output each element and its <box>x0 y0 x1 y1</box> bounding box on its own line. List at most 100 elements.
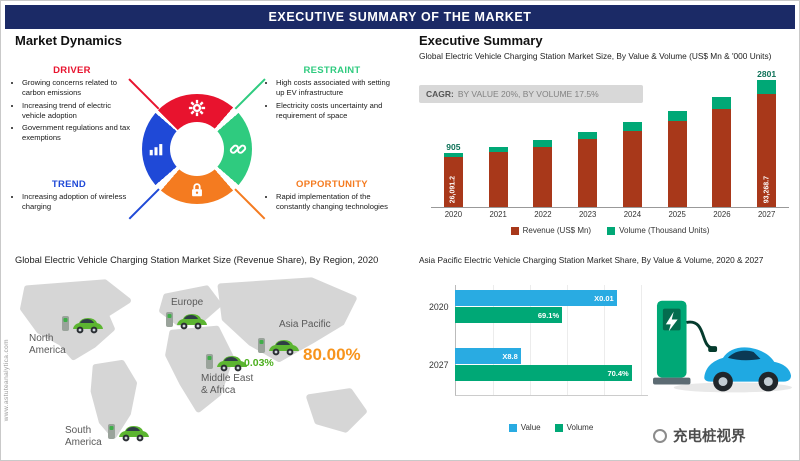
x-axis-label: 2026 <box>713 210 731 219</box>
hbar-stack: X8.8 70.4% <box>455 347 632 382</box>
volume-bar <box>533 140 553 147</box>
ev-charging-illustration <box>649 283 797 426</box>
region-label-line: North <box>29 333 54 344</box>
restraint-bullets: High costs associated with setting up EV… <box>265 78 399 120</box>
driver-connector-line <box>128 78 160 110</box>
revenue-bar: 26,091.2 <box>443 157 463 207</box>
bar-label: 70.4% <box>607 368 629 378</box>
ev-car-icon <box>107 421 151 445</box>
region-label-line: South <box>65 425 92 436</box>
revenue-bar <box>533 146 553 207</box>
watermark: 充电桩视界 <box>653 425 746 446</box>
volume-bar <box>578 132 598 140</box>
hbar-category-label: 2020 <box>429 301 449 312</box>
x-axis-label: 2020 <box>444 210 463 219</box>
volume-bar <box>757 80 777 94</box>
volume-bar: 69.1% <box>455 307 563 323</box>
cagr-callout: CAGR: BY VALUE 20%, BY VOLUME 17.5% <box>419 85 643 103</box>
driver-title: DRIVER <box>53 65 91 76</box>
x-axis-label: 2025 <box>668 210 686 219</box>
volume-bar: 70.4% <box>455 365 632 381</box>
bar-label: X8.8 <box>502 351 518 361</box>
opportunity-block: OPPORTUNITY Rapid implementation of the … <box>265 179 399 215</box>
volume-swatch <box>607 226 616 235</box>
region-label-europe: Europe <box>171 297 204 308</box>
legend-item-value: Value <box>508 423 541 432</box>
ev-car-icon <box>61 313 105 337</box>
gridline <box>530 285 531 395</box>
gridline <box>567 285 568 395</box>
bullet: Increasing trend of electric vehicle ado… <box>22 101 133 121</box>
legend-label: Value <box>520 423 541 432</box>
legend-label: Revenue (US$ Mn) <box>522 226 592 235</box>
watermark-logo-icon <box>653 428 667 443</box>
bullet: Increasing adoption of wireless charging <box>22 192 127 212</box>
ap-chart-legend: Value Volume <box>455 423 647 432</box>
region-label-south-america: South America <box>65 425 102 448</box>
bar-group-2026 <box>700 96 745 207</box>
region-label-asia-pacific: Asia Pacific <box>279 319 331 330</box>
chain-link-icon <box>229 140 247 158</box>
executive-summary-heading: Executive Summary <box>419 33 543 48</box>
revenue-bar: 93,268.7 <box>757 94 777 207</box>
bar-group-2023 <box>565 132 610 207</box>
region-label-line: America <box>29 344 66 356</box>
legend-item-revenue: Revenue (US$ Mn) <box>510 226 592 235</box>
bullet: Growing concerns related to carbon emiss… <box>22 78 133 98</box>
bullet: Government regulations and tax exemption… <box>22 123 133 143</box>
gridline <box>493 285 494 395</box>
gear-icon <box>188 99 206 117</box>
market-dynamics-heading: Market Dynamics <box>15 33 122 48</box>
revenue-bar <box>488 152 508 207</box>
volume-bar <box>488 147 508 153</box>
volume-value-label: 2801 <box>757 69 777 79</box>
cagr-text: BY VALUE 20%, BY VOLUME 17.5% <box>457 89 599 99</box>
hbar-category-label: 2027 <box>429 359 449 370</box>
region-label-line: & Africa <box>201 384 236 396</box>
revenue-bar <box>622 130 642 207</box>
mea-share: 0.03% <box>244 357 274 369</box>
ev-chart-xlabels: 2020 2021 2022 2023 2024 2025 2026 2027 <box>431 210 789 219</box>
ev-chart-legend: Revenue (US$ Mn) Volume (Thousand Units) <box>431 226 789 235</box>
x-axis-label: 2024 <box>623 210 642 219</box>
ap-chart-title: Asia Pacific Electric Vehicle Charging S… <box>419 255 764 265</box>
bullet: High costs associated with setting up EV… <box>276 78 399 98</box>
trend-block: TREND Increasing adoption of wireless ch… <box>11 179 127 215</box>
volume-bar <box>712 96 732 109</box>
x-axis-label: 2021 <box>489 210 507 219</box>
bullet: Electricity costs uncertainty and requir… <box>276 101 399 121</box>
volume-bar <box>622 122 642 131</box>
value-bar: X8.8 <box>455 348 521 364</box>
value-bar: X0.01 <box>455 290 617 306</box>
restraint-connector-line <box>234 78 266 110</box>
revenue-value-label: 93,268.7 <box>763 175 771 203</box>
driver-bullets: Growing concerns related to carbon emiss… <box>11 78 133 143</box>
trend-connector-line <box>128 188 160 220</box>
volume-value-label: 905 <box>446 141 461 152</box>
driver-block: DRIVER Growing concerns related to carbo… <box>11 65 133 146</box>
ev-car-icon <box>257 335 301 359</box>
volume-swatch-2 <box>554 423 563 432</box>
ev-market-chart: 905 26,091.2 2801 93,268.7 2020 2021 2022 2023… <box>431 61 789 235</box>
trend-title: TREND <box>51 179 87 190</box>
world-map <box>9 269 397 456</box>
region-label-north-america: North America <box>29 333 66 356</box>
legend-label: Volume (Thousand Units) <box>619 226 710 235</box>
hbar-stack: X0.01 69.1% <box>455 289 617 324</box>
bar-group-2022 <box>521 140 566 207</box>
website-url: www.astuteanalytica.com <box>3 339 10 422</box>
revenue-bar <box>578 139 598 207</box>
volume-bar <box>667 110 687 121</box>
opportunity-connector-line <box>234 188 266 220</box>
restraint-block: RESTRAINT High costs associated with set… <box>265 65 399 123</box>
hbar-group-2020: 2020 X0.01 69.1% <box>429 289 617 324</box>
bullet: Rapid implementation of the constantly c… <box>276 192 399 212</box>
region-label-line: America <box>65 436 102 448</box>
bar-chart-icon <box>147 140 165 158</box>
cagr-prefix: CAGR: <box>426 89 454 99</box>
ev-car-icon <box>165 309 209 333</box>
hbar-group-2027: 2027 X8.8 70.4% <box>429 347 632 382</box>
volume-bar <box>443 152 463 158</box>
trend-bullets: Increasing adoption of wireless charging <box>11 192 127 212</box>
